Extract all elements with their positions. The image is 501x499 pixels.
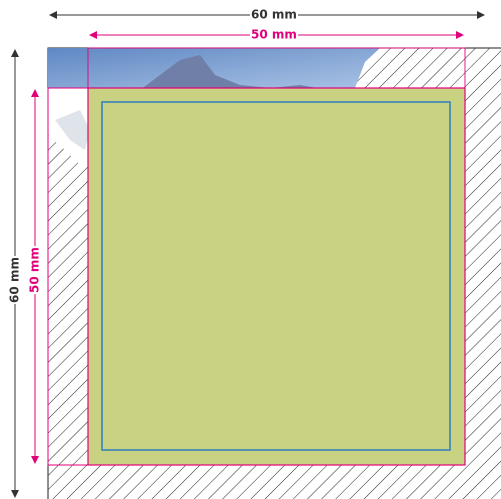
dimension-label: 50 mm <box>28 247 42 293</box>
label-bg <box>7 256 23 304</box>
dimension-label: 60 mm <box>251 8 297 22</box>
label-bg <box>250 27 298 43</box>
safe-area <box>101 101 451 451</box>
label-bg <box>27 246 43 294</box>
trim-area <box>87 87 466 466</box>
trim-guide <box>47 87 466 466</box>
label-bg <box>250 7 298 23</box>
dimension-label: 60 mm <box>8 257 22 303</box>
dimension-label: 50 mm <box>251 28 297 42</box>
